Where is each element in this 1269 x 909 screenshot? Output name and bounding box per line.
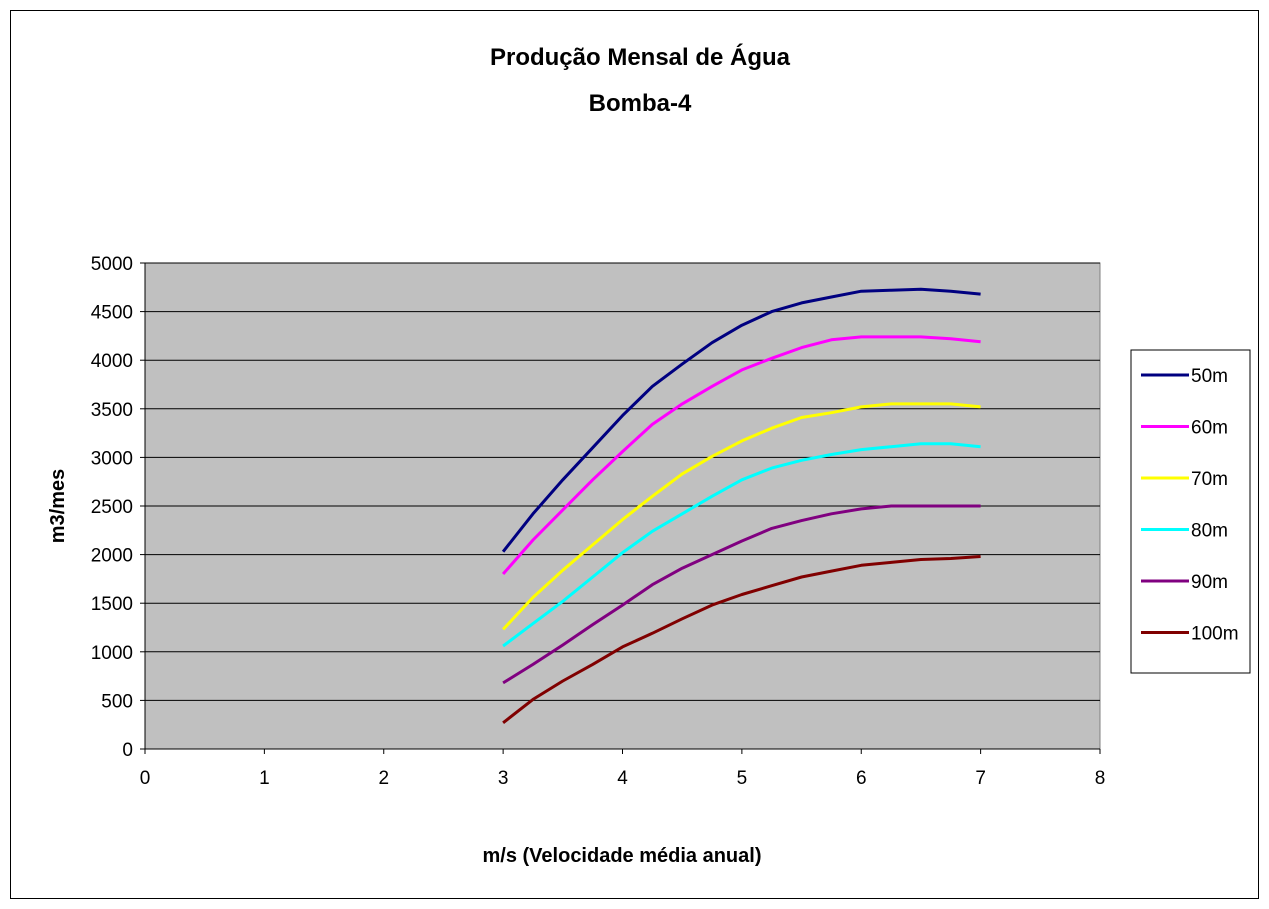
chart-title: Produção Mensal de Água	[490, 43, 791, 71]
series-lines	[501, 287, 981, 724]
series-line-50m	[501, 287, 981, 553]
x-axis-ticks: 0 1 2 3 4 5 6 7 8	[140, 749, 1106, 789]
series-line-60m	[501, 335, 981, 575]
legend-label-60m: 60m	[1191, 418, 1228, 439]
x-tick-label: 8	[1095, 768, 1106, 789]
legend-label-80m: 80m	[1191, 521, 1228, 542]
series-line-90m	[502, 504, 981, 685]
legend: 50m 60m 70m 80m 90m 100m	[1130, 349, 1251, 674]
x-tick-label: 7	[975, 768, 986, 789]
series-line-70m	[502, 402, 981, 631]
y-tick-label: 3000	[91, 448, 133, 469]
series-line-80m	[502, 442, 981, 648]
y-tick-label: 4000	[91, 351, 133, 372]
legend-box	[1130, 349, 1251, 674]
y-tick-label: 2500	[91, 497, 133, 518]
legend-label-100m: 100m	[1191, 624, 1239, 645]
x-tick-label: 6	[856, 768, 867, 789]
y-axis-title: m3/mes	[47, 469, 69, 544]
x-tick-label: 3	[498, 768, 509, 789]
legend-label-70m: 70m	[1191, 469, 1228, 490]
y-tick-label: 1000	[91, 643, 133, 664]
x-tick-label: 5	[737, 768, 748, 789]
y-tick-label: 0	[122, 740, 133, 761]
x-tick-label: 0	[140, 768, 151, 789]
x-tick-label: 2	[378, 768, 389, 789]
y-tick-label: 1500	[91, 594, 133, 615]
x-axis-title: m/s (Velocidade média anual)	[483, 845, 762, 867]
y-tick-label: 3500	[91, 400, 133, 421]
y-axis-ticks: 0 500 1000 1500 2000 2500 3000 3500 4000 4500 5000	[91, 254, 145, 761]
y-tick-label: 500	[101, 691, 133, 712]
legend-label-50m: 50m	[1191, 366, 1228, 387]
x-tick-label: 4	[617, 768, 628, 789]
legend-label-90m: 90m	[1191, 572, 1228, 593]
series-line-100m	[502, 555, 981, 724]
y-tick-label: 2000	[91, 546, 133, 567]
chart-subtitle: Bomba-4	[589, 90, 692, 117]
y-tick-label: 5000	[91, 254, 133, 275]
x-tick-label: 1	[259, 768, 270, 789]
y-tick-label: 4500	[91, 303, 133, 324]
